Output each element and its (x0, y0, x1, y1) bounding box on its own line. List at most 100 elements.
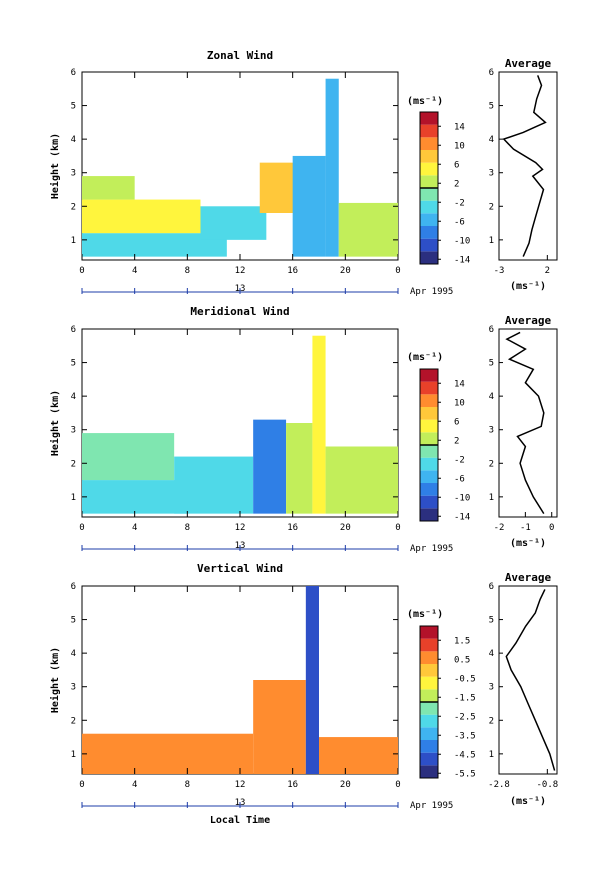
avg-units-zonal: (ms⁻¹) (510, 281, 546, 292)
y-ticks-meridional: 1 2 3 4 5 6 (71, 325, 398, 503)
x-tick-label-meridional-5: 20 (340, 523, 351, 533)
x-tick-label-meridional-0: 0 (79, 523, 84, 533)
avg-profile-line-zonal (502, 75, 547, 257)
y-tick-label-meridional-3: 3 (71, 426, 76, 436)
colorbar-swatch-meridional-3 (420, 470, 438, 483)
colorbar-tick-label-meridional-7: -14 (454, 512, 470, 522)
x-title: Local Time (210, 814, 270, 826)
colorbar-swatch-zonal-4 (420, 200, 438, 214)
units-meridional: (ms⁻¹) (407, 352, 443, 363)
colorbar-tick-label-zonal-1: 10 (454, 141, 465, 151)
heatmap-cell-vertical-3 (319, 737, 398, 774)
avg-y-tick-label-zonal-3: 3 (489, 169, 494, 179)
heatmap-cell-zonal-0 (82, 233, 227, 257)
avg-frame-zonal (498, 71, 558, 261)
colorbar-swatch-meridional-5 (420, 445, 438, 458)
heatmap-vertical (82, 586, 398, 774)
x-tick-label-vertical-1: 4 (132, 780, 137, 790)
avg-y-tick-label-zonal-1: 1 (489, 236, 494, 246)
avg-x-tick-label-meridional-1: -1 (520, 523, 531, 533)
colorbar-tick-label-zonal-5: -6 (454, 217, 465, 227)
x-tick-label-meridional-3: 12 (235, 523, 246, 533)
y-tick-label-vertical-4: 4 (71, 649, 76, 659)
colorbar-swatch-meridional-4 (420, 457, 438, 471)
colorbar-tick-label-vertical-6: -4.5 (454, 750, 476, 760)
colorbar-swatch-zonal-1 (420, 238, 438, 252)
heatmap-cell-meridional-6 (325, 446, 398, 514)
colorbar-swatch-zonal-8 (420, 150, 438, 163)
x-ticks-vertical: 0 4 8 12 16 20 0 (79, 586, 401, 808)
avg-y-tick-label-meridional-1: 1 (489, 493, 494, 503)
y-tick-label-zonal-1: 1 (71, 236, 76, 246)
colorbar-swatch-meridional-10 (420, 381, 438, 395)
colorbar-tick-label-meridional-4: -2 (454, 455, 465, 465)
y-tick-label-meridional-1: 1 (71, 493, 76, 503)
y-title-zonal: Height (km) (49, 133, 61, 199)
x-tick-label-vertical-5: 20 (340, 780, 351, 790)
avg-y-tick-label-vertical-1: 1 (489, 750, 494, 760)
avg-y-tick-label-vertical-6: 6 (489, 582, 494, 592)
colorbar-swatch-vertical-0 (420, 765, 438, 778)
y-tick-label-zonal-6: 6 (71, 68, 76, 78)
day-label-vertical: 13 (235, 798, 246, 808)
avg-y-tick-label-zonal-5: 5 (489, 102, 494, 112)
heatmap-cell-meridional-0 (82, 480, 188, 514)
x-tick-label-meridional-2: 8 (185, 523, 190, 533)
colorbar-tick-label-zonal-7: -14 (454, 255, 470, 265)
avg-y-tick-label-zonal-4: 4 (489, 135, 494, 145)
colorbar-swatch-vertical-9 (420, 651, 438, 664)
avg-units-meridional: (ms⁻¹) (510, 538, 546, 549)
x-tick-label-meridional-1: 4 (132, 523, 137, 533)
colorbar-tick-label-zonal-2: 6 (454, 160, 459, 170)
y-tick-label-vertical-6: 6 (71, 582, 76, 592)
colorbar-vertical: 1.5 0.5 -0.5 -1.5 -2.5 -3.5 -4.5 -5.5 (419, 625, 476, 779)
x-tick-label-zonal-2: 8 (185, 266, 190, 276)
y-tick-label-zonal-4: 4 (71, 135, 76, 145)
colorbar-swatch-zonal-6 (420, 175, 438, 188)
y-tick-label-meridional-5: 5 (71, 359, 76, 369)
colorbar-tick-label-meridional-3: 2 (454, 436, 459, 446)
colorbar-swatch-vertical-11 (420, 626, 438, 639)
heatmap-cell-zonal-1 (82, 199, 201, 234)
avg-x-tick-label-meridional-2: 0 (549, 523, 554, 533)
x-tick-label-zonal-3: 12 (235, 266, 246, 276)
y-title-vertical: Height (km) (49, 647, 61, 713)
avg-y-tick-label-vertical-5: 5 (489, 616, 494, 626)
avg-y-tick-label-meridional-2: 2 (489, 459, 494, 469)
y-tick-label-zonal-3: 3 (71, 169, 76, 179)
x-tick-label-vertical-6: 0 (395, 780, 400, 790)
x-ticks-zonal: 0 4 8 12 16 20 0 (79, 72, 401, 294)
avg-y-tick-label-vertical-4: 4 (489, 649, 494, 659)
avg-x-tick-label-zonal-0: -3 (494, 266, 505, 276)
colorbar-swatch-vertical-8 (420, 664, 438, 677)
colorbar-tick-label-vertical-0: 1.5 (454, 636, 470, 646)
heatmap-cell-vertical-1 (253, 680, 306, 774)
heatmap-cell-zonal-7 (338, 202, 398, 257)
panel-title-zonal: Zonal Wind (207, 49, 273, 62)
x-tick-label-vertical-0: 0 (79, 780, 84, 790)
heatmap-cell-zonal-2 (82, 176, 135, 200)
avg-y-tick-label-vertical-3: 3 (489, 683, 494, 693)
x-tick-label-vertical-4: 16 (287, 780, 298, 790)
y-tick-label-meridional-6: 6 (71, 325, 76, 335)
y-title-meridional: Height (km) (49, 390, 61, 456)
avg-y-tick-label-meridional-4: 4 (489, 392, 494, 402)
x-tick-label-meridional-6: 0 (395, 523, 400, 533)
colorbar-swatch-vertical-4 (420, 714, 438, 728)
y-tick-label-zonal-5: 5 (71, 102, 76, 112)
x-tick-label-zonal-0: 0 (79, 266, 84, 276)
colorbar-tick-label-vertical-1: 0.5 (454, 655, 470, 665)
y-ticks-zonal: 1 2 3 4 5 6 (71, 68, 398, 246)
avg-frame-meridional (498, 328, 558, 518)
heatmap-cell-meridional-2 (174, 456, 254, 514)
colorbar-tick-label-vertical-2: -0.5 (454, 674, 476, 684)
panel-title-meridional: Meridional Wind (190, 305, 289, 318)
x-ticks-meridional: 0 4 8 12 16 20 0 (79, 329, 401, 551)
heatmap-zonal (82, 78, 398, 257)
colorbar-swatch-zonal-5 (420, 188, 438, 201)
colorbar-tick-label-vertical-7: -5.5 (454, 769, 476, 779)
